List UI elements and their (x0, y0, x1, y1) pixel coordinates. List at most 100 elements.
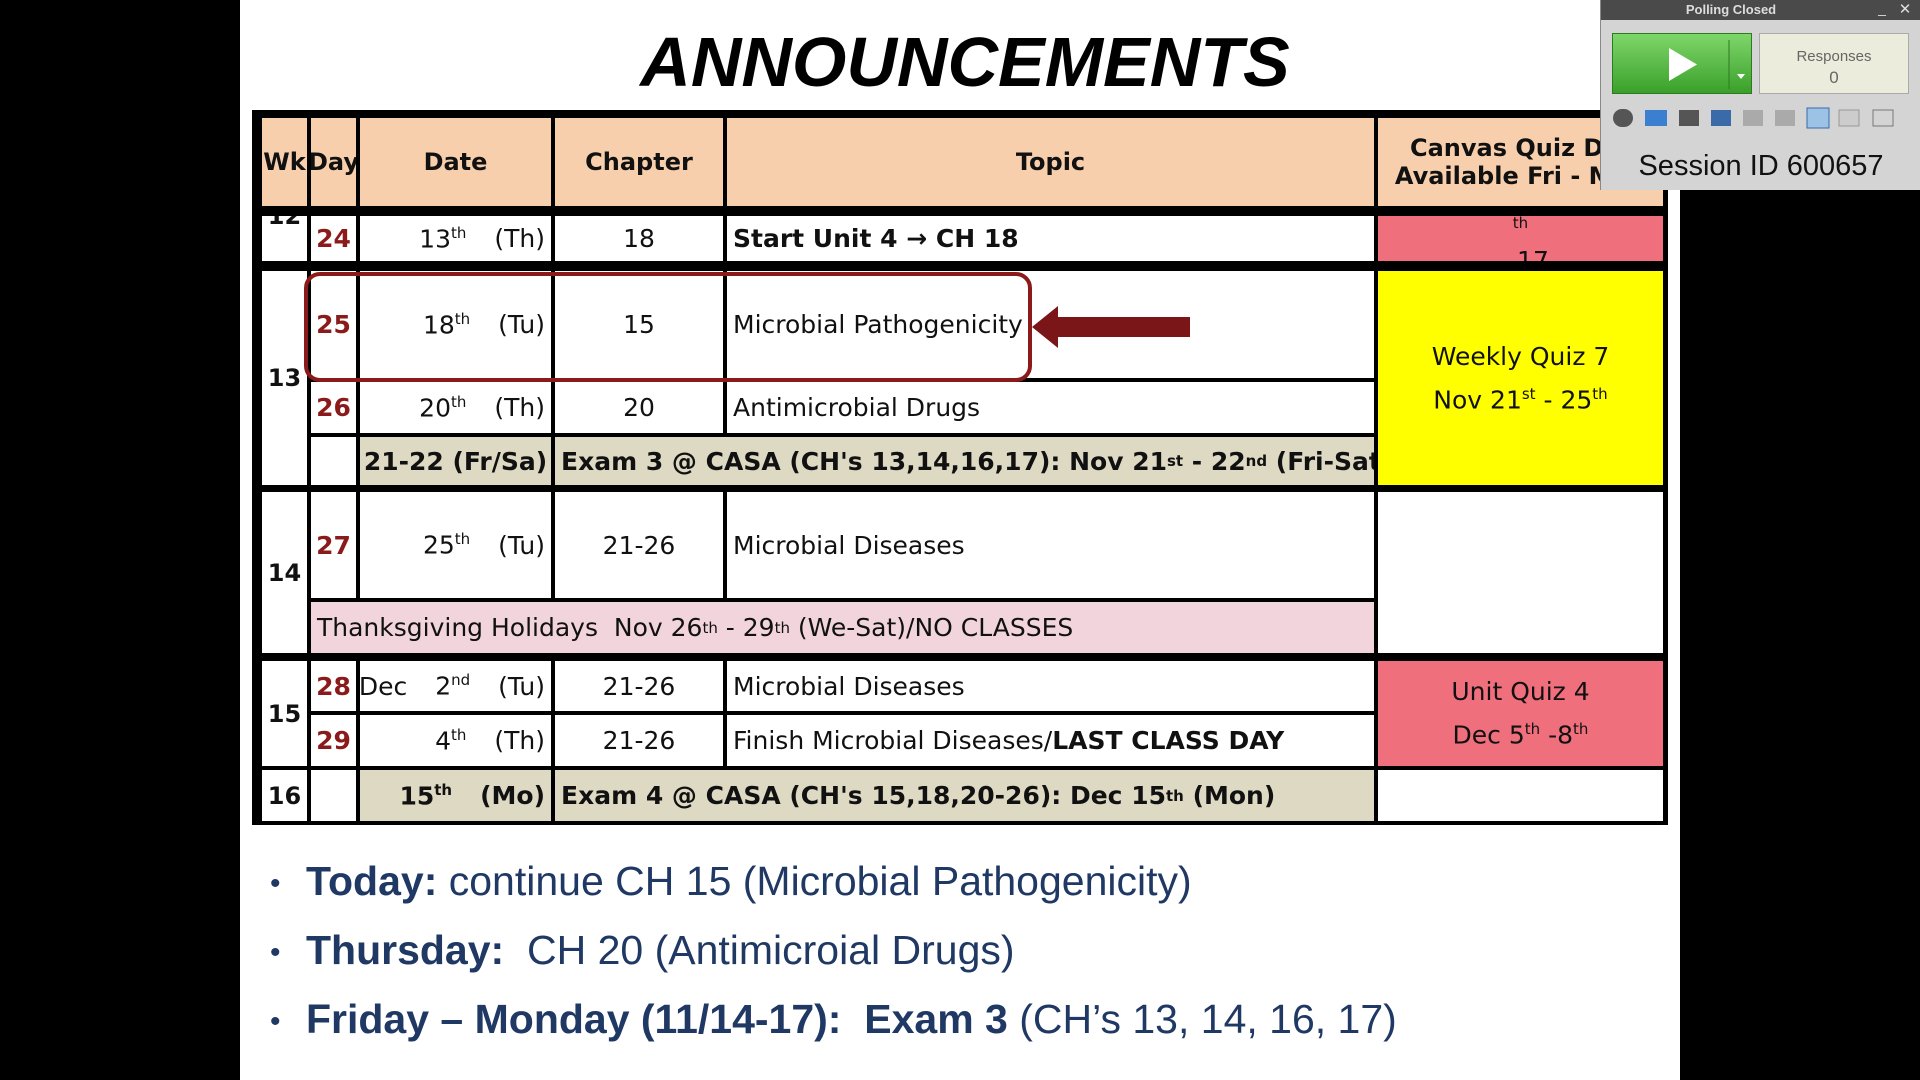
bold-text: LAST CLASS DAY (1052, 726, 1285, 755)
icon[interactable] (1806, 107, 1830, 129)
start-poll-button[interactable] (1612, 33, 1752, 94)
polling-widget: Polling Closed _ ✕ Responses 0 Session I… (1600, 0, 1920, 190)
popout-icon[interactable] (1872, 109, 1894, 127)
text: Microbial Diseases (733, 530, 965, 560)
text: 25 (316, 310, 351, 339)
text: Exam 4 @ CASA (CH's 15,18,20-26): Dec 15 (561, 781, 1166, 810)
date-day: 18th (423, 310, 470, 339)
topic-cell: Microbial Diseases (725, 490, 1376, 600)
superscript: st (1521, 384, 1536, 403)
superscript: th (1592, 384, 1608, 403)
quiz-cell (1376, 490, 1665, 655)
quiz-cell: Unit Quiz 4 Dec 5th -8th (1376, 659, 1665, 768)
week-number: 16 (267, 781, 302, 810)
topic-cell: Microbial Diseases (725, 659, 1376, 713)
topic-cell: Start Unit 4 → CH 18 (725, 214, 1376, 263)
display-icon[interactable] (1679, 110, 1699, 126)
text: 26 (316, 393, 351, 422)
superscript: th (774, 618, 790, 637)
pointer-arrow (1032, 306, 1190, 348)
weekday: (Th) (494, 393, 545, 422)
bullet-item: • Friday – Monday (11/14-17): Exam 3 (CH’… (270, 996, 1397, 1043)
icon[interactable] (1743, 110, 1763, 126)
text: 21-26 (602, 726, 676, 755)
text: 21-26 (602, 671, 676, 701)
text: (CH’s 13, 14, 16, 17) (1007, 996, 1397, 1042)
day-cell: 29 (309, 713, 358, 768)
week-number: 12 (267, 214, 302, 230)
month: Dec (358, 671, 408, 701)
text: Unit Quiz 4 (1451, 677, 1590, 707)
date-day: 15th (399, 781, 452, 810)
text: (Mon) (1183, 781, 1276, 810)
text: (We-Sat)/NO CLASSES (789, 613, 1074, 642)
icon[interactable] (1838, 109, 1860, 127)
header-cell: Topic (725, 116, 1376, 208)
participants-icon[interactable] (1711, 110, 1731, 126)
responses-label: Responses (1796, 48, 1872, 65)
bold-text: Today: (306, 858, 438, 904)
superscript: th (454, 309, 471, 328)
close-button[interactable]: ✕ (1898, 1, 1912, 18)
superscript: nd (451, 671, 471, 690)
text: 21-22 (Fr/Sa) (363, 446, 548, 476)
superscript: th (702, 618, 718, 637)
text: 2 (435, 671, 452, 701)
poll-titlebar (1601, 0, 1920, 20)
bullet-dot: • (270, 1005, 281, 1039)
superscript: th (434, 780, 453, 799)
day-cell: 28 (309, 659, 358, 713)
topic-cell: Antimicrobial Drugs (725, 380, 1376, 435)
text: Topic (1015, 148, 1086, 176)
superscript: th (450, 392, 467, 411)
superscript: th (1166, 786, 1184, 805)
bullet-dot: • (270, 936, 281, 970)
quiz-cell: Weekly Quiz 7 Nov 21st - 25th (1376, 269, 1665, 487)
text: Start Unit 4 → CH 18 (733, 224, 1019, 253)
settings-icon[interactable] (1613, 109, 1633, 127)
quiz-cell: Nov 14th - 17th (1376, 214, 1665, 263)
text: Weekly Quiz 7 (1431, 341, 1610, 371)
date-cell: 15th (Mo) (358, 768, 553, 823)
text: Date (423, 148, 488, 176)
text: 18 (623, 224, 655, 253)
day-cell: 26 (309, 380, 358, 435)
superscript: nd (1245, 452, 1268, 470)
highlight-box (304, 272, 1032, 382)
topic-cell: Finish Microbial Diseases/LAST CLASS DAY (725, 713, 1376, 768)
text: - 22 (1183, 446, 1246, 476)
text: CH 20 (Antimicroial Drugs) (504, 927, 1015, 973)
superscript: th (1573, 720, 1589, 739)
quiz-cell (1376, 768, 1665, 823)
text: 28 (316, 671, 351, 701)
date-day: 2nd (435, 671, 470, 700)
date-cell: 13th (Th) (358, 214, 553, 263)
icon[interactable] (1775, 110, 1795, 126)
text: -8 (1540, 720, 1574, 750)
superscript: th (450, 223, 467, 242)
text: Exam 3 @ CASA (CH's 13,14,16,17): Nov 21 (561, 446, 1167, 476)
text: 25 (422, 530, 455, 560)
text: - 17 (1492, 245, 1549, 263)
text-line: Nov 21st - 25th (1433, 385, 1607, 414)
weekday: (Tu) (498, 530, 545, 560)
schedule-table: Wk Day Date Chapter Topic Canvas Quiz Dat Avai… (240, 0, 1680, 860)
day-cell (309, 435, 358, 487)
text: 21-26 (602, 530, 676, 560)
superscript: th (1524, 720, 1541, 739)
text: Nov 21 (1433, 385, 1522, 415)
week-number: 14 (267, 558, 302, 587)
event-cell: Exam 3 @ CASA (CH's 13,14,16,17): Nov 21… (553, 435, 1376, 487)
week-number: 13 (267, 364, 302, 392)
header-cell: Wk (260, 116, 309, 208)
chart-icon[interactable] (1645, 110, 1667, 126)
bullet-dot: • (270, 867, 281, 901)
day-cell: 24 (309, 214, 358, 263)
header-cell: Date (358, 116, 553, 208)
minimize-button[interactable]: _ (1878, 0, 1886, 16)
superscript: th (454, 530, 471, 549)
chapter-cell: 21-26 (553, 659, 725, 713)
play-icon (1669, 40, 1745, 89)
chapter-cell: 21-26 (553, 713, 725, 768)
text: - 29 (717, 613, 775, 642)
